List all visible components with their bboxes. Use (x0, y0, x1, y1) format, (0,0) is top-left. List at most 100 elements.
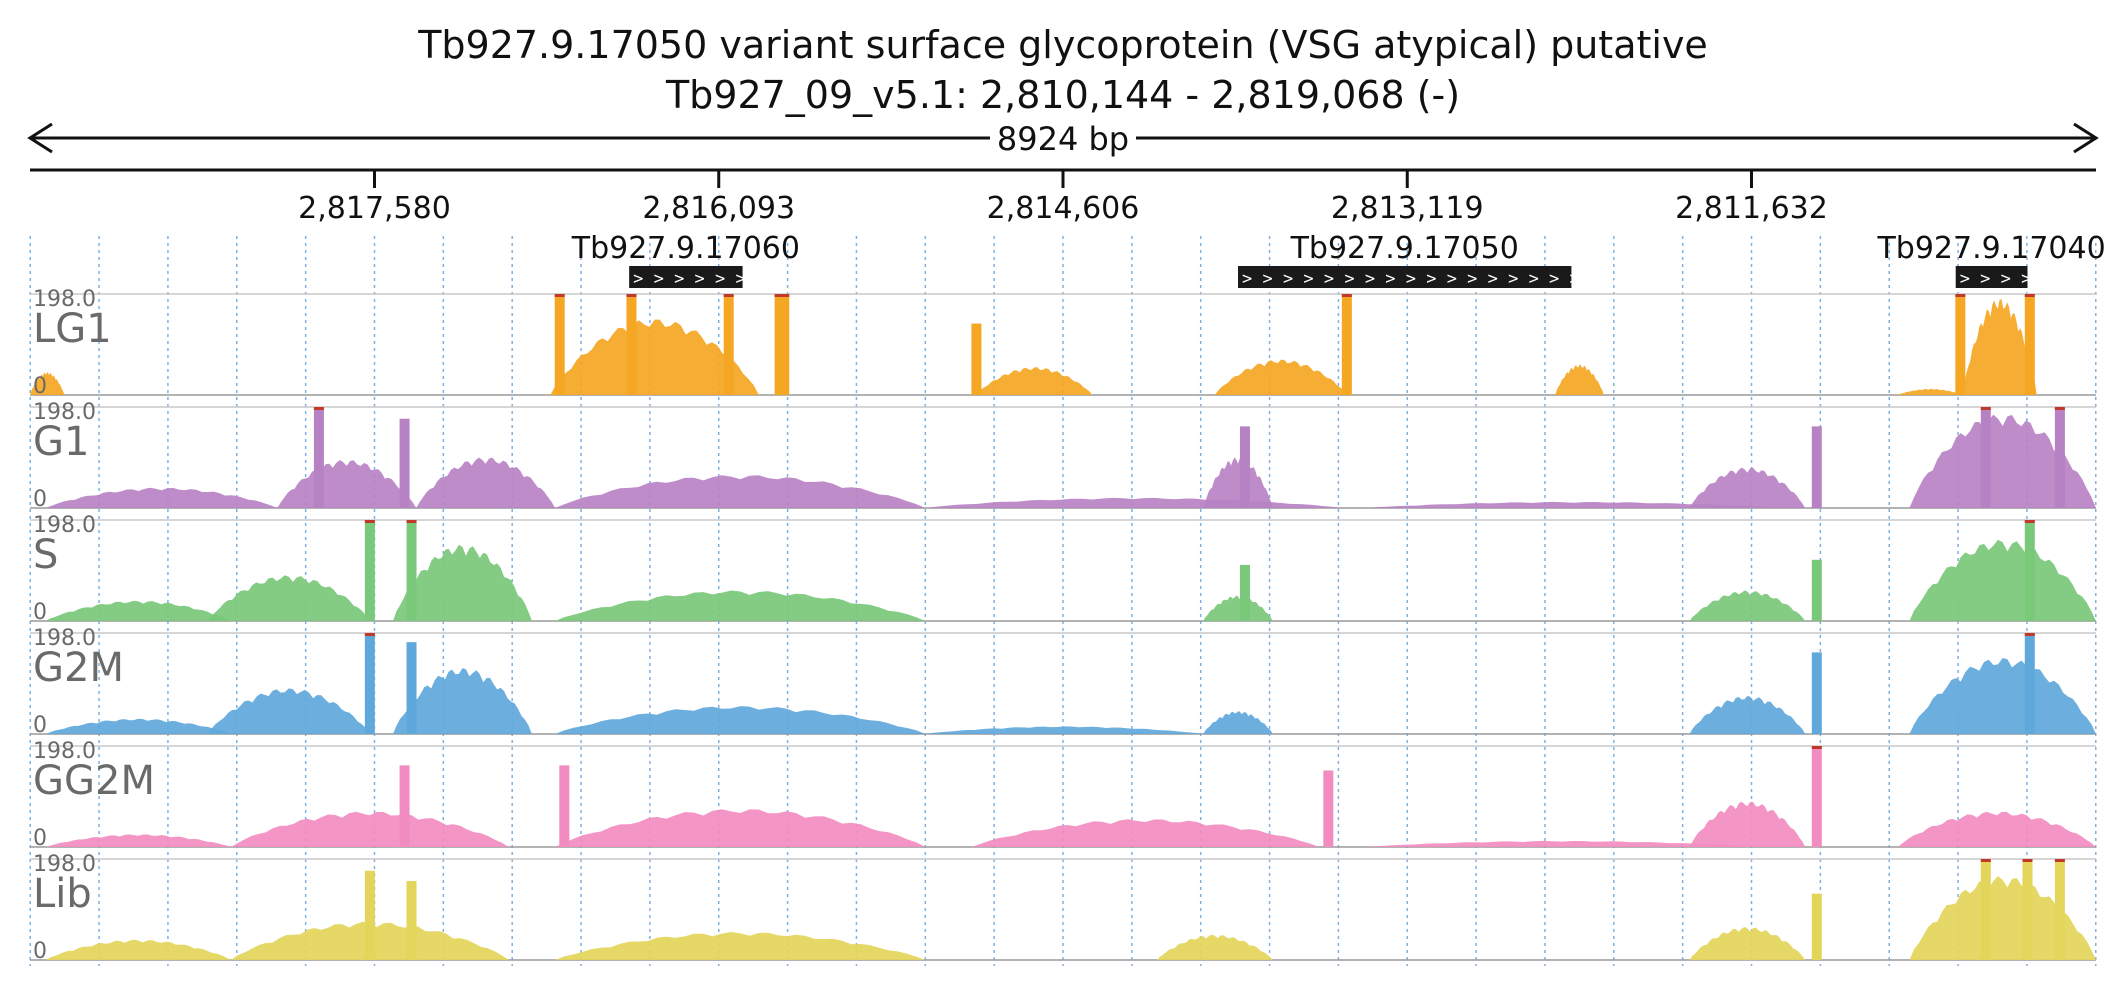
clipped-marker (1980, 859, 1991, 862)
track-name: G2M (33, 645, 124, 691)
track-name: Lib (33, 871, 92, 917)
gene-label: Tb927.9.17060 (571, 231, 800, 266)
coverage-spike (1341, 294, 1352, 395)
coverage-area (1689, 926, 1806, 960)
clipped-marker (554, 294, 565, 297)
coverage-area (1214, 359, 1347, 395)
chart-subtitle: Tb927_09_v5.1: 2,810,144 - 2,819,068 (-) (665, 73, 1460, 117)
track-max-label: 198.0 (33, 739, 96, 764)
tick-label: 2,813,119 (1331, 191, 1484, 226)
coverage-area (207, 575, 370, 621)
length-label: 8924 bp (997, 120, 1129, 158)
track-min-label: 0 (33, 600, 47, 625)
clipped-marker (2054, 407, 2065, 410)
coverage-area (1897, 389, 1963, 395)
track-g1: 198.0G1 0 (30, 400, 2096, 512)
clipped-marker (1980, 407, 1991, 410)
clipped-marker (626, 294, 637, 297)
length-arrow: 8924 bp (27, 118, 2099, 158)
coverage-spike (1239, 426, 1250, 508)
coverage-area (1689, 696, 1806, 734)
coverage-area (1897, 811, 2096, 847)
tick-label: 2,811,632 (1675, 191, 1828, 226)
coverage-area (555, 706, 926, 734)
coverage-area (976, 367, 1093, 395)
coverage-spike (559, 765, 570, 847)
gene-feature[interactable]: Tb927.9.17060 > > > > > > (571, 231, 800, 289)
strand-arrows: > > > > (1960, 269, 2032, 289)
coverage-spike (554, 294, 565, 395)
clipped-marker (313, 407, 324, 410)
coverage-area (231, 811, 509, 847)
coverage-area (1203, 457, 1273, 508)
coverage-area (1909, 876, 2096, 960)
coverage-spike (1980, 407, 1991, 508)
clipped-marker (406, 520, 417, 523)
coverage-area (971, 819, 1320, 847)
clipped-marker (723, 294, 734, 297)
track-min-label: 0 (33, 713, 47, 738)
coverage-spike (1811, 559, 1822, 621)
coverage-area (1909, 658, 2096, 734)
coverage-spike (313, 407, 324, 508)
coverage-spike (723, 294, 734, 395)
coverage-area (45, 487, 278, 508)
length-arrow-right-head (2073, 122, 2099, 154)
coverage-area (1962, 299, 2037, 395)
gene-bar (1955, 266, 2028, 288)
gene-label: Tb927.9.17040 (1876, 231, 2105, 266)
coverage-spike (2054, 407, 2065, 508)
coverage-area (393, 668, 532, 734)
coverage-spike (1323, 770, 1334, 847)
coverage-spike (364, 633, 375, 734)
coverage-area (1157, 934, 1273, 960)
clipped-marker (364, 633, 375, 636)
coverage-area (555, 475, 926, 508)
coverage-area (1555, 364, 1604, 395)
coverage-area (45, 939, 232, 960)
coverage-spike (971, 323, 982, 395)
clipped-marker (2024, 633, 2035, 636)
coverage-area (1689, 590, 1806, 621)
coverage-area (555, 809, 926, 847)
tick-label: 2,817,580 (298, 191, 451, 226)
track-max-label: 198.0 (33, 400, 96, 425)
clipped-marker (1955, 294, 1966, 297)
coverage-area (1689, 801, 1806, 847)
coverage-spike (399, 418, 410, 508)
coverage-area (925, 726, 1204, 734)
coverage-area (207, 688, 370, 734)
track-min-label: 0 (33, 374, 47, 399)
coverage-area (925, 497, 1343, 508)
coverage-spike (1811, 746, 1822, 847)
track-max-label: 198.0 (33, 852, 96, 877)
tick-label: 2,814,606 (987, 191, 1140, 226)
coverage-spike (2054, 859, 2065, 960)
coverage-spike (406, 520, 417, 621)
coverage-spike (364, 520, 375, 621)
clipped-marker (2024, 294, 2035, 297)
track-min-label: 0 (33, 826, 47, 851)
gene-annotations: Tb927.9.17060 > > > > > > Tb927.9.17050 > >… (571, 231, 2106, 289)
coverage-area (1365, 501, 1783, 508)
coverage-spike (406, 880, 417, 960)
coverage-spike (1980, 859, 1991, 960)
track-max-label: 198.0 (33, 626, 96, 651)
coverage-spike (1811, 652, 1822, 734)
gene-feature[interactable]: Tb927.9.17050 > > > > > > > > > > > > > >… (1238, 231, 1621, 289)
coverage-spike (774, 294, 785, 395)
coverage-area (45, 718, 232, 734)
coverage-spike (1239, 564, 1250, 621)
strand-arrows: > > > > > > (633, 269, 746, 289)
coverage-area (45, 834, 232, 847)
clipped-marker (2024, 520, 2035, 523)
tick-label: 2,816,093 (642, 191, 795, 226)
coverage-area (1365, 840, 1759, 847)
coverage-area (1203, 711, 1273, 734)
coverage-area (277, 460, 417, 508)
gene-feature[interactable]: Tb927.9.17040 > > > > (1876, 231, 2105, 289)
chart-title: Tb927.9.17050 variant surface glycoprote… (417, 23, 1708, 67)
